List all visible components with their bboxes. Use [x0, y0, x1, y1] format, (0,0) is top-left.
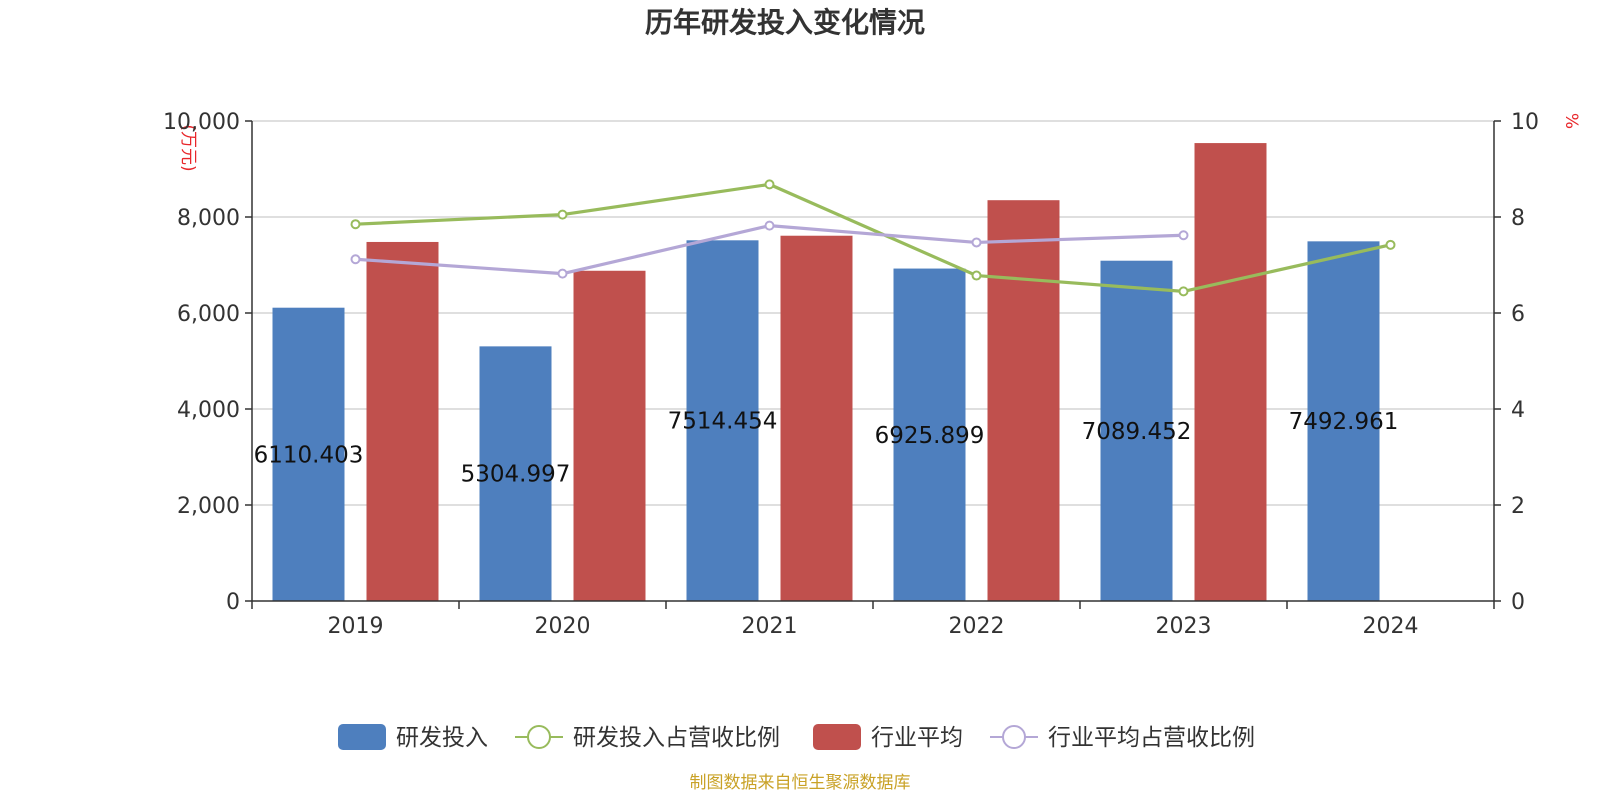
left-axis-tick-label: 6,000	[177, 302, 240, 327]
bar-rd-investment	[479, 346, 552, 601]
x-axis-tick-label: 2020	[535, 614, 591, 639]
legend-item-0[interactable]: 研发投入	[338, 724, 488, 751]
bar-industry-average	[987, 200, 1060, 601]
grid-lines	[252, 120, 1494, 506]
right-axis-tick-label: 0	[1511, 590, 1525, 615]
bar-industry-average	[780, 235, 853, 601]
left-axis-unit: (万元)	[178, 124, 198, 171]
line-point	[1178, 286, 1189, 297]
x-axis-tick-label: 2019	[328, 614, 384, 639]
right-axis-tick-label: 6	[1511, 302, 1525, 327]
chart-title: 历年研发投入变化情况	[645, 6, 925, 39]
line-point	[764, 179, 775, 190]
bar-data-label: 5304.997	[461, 462, 571, 488]
right-axis-tick-label: 8	[1511, 206, 1525, 231]
line-point	[764, 220, 775, 231]
right-axis-tick-label: 10	[1511, 110, 1539, 135]
legend-label: 研发投入占营收比例	[573, 725, 780, 751]
line-point	[971, 237, 982, 248]
x-axis-tick-label: 2023	[1156, 614, 1212, 639]
data-labels: 6110.403 5304.997 7514.454 6925.899 7089.452…	[254, 409, 1399, 488]
line-point	[350, 219, 361, 230]
left-axis-tick-label: 2,000	[177, 494, 240, 519]
bar-rd-investment	[686, 240, 759, 601]
bar-industry-average	[573, 270, 646, 601]
bar-rd-investment	[272, 307, 345, 601]
line-point	[557, 209, 568, 220]
lines	[350, 179, 1396, 297]
left-axis-tick-label: 10,000	[163, 110, 240, 135]
right-axis-tick-label: 4	[1511, 398, 1525, 423]
legend[interactable]: 研发投入 研发投入占营收比例 行业平均 行业平均占营收比例	[338, 724, 1255, 751]
axes: 0 2,000 4,000 6,000 8,000 10,000 0 2 4 6 8 10 2019 20…	[163, 110, 1539, 639]
bar-rd-investment	[1100, 260, 1173, 601]
line-point	[350, 254, 361, 265]
legend-marker	[1002, 725, 1026, 749]
bar-data-label: 7492.961	[1289, 409, 1399, 435]
legend-item-1[interactable]: 研发投入占营收比例	[515, 725, 780, 751]
legend-marker	[527, 725, 551, 749]
right-axis-unit: %	[1561, 113, 1581, 129]
line-series-0	[355, 182, 1391, 293]
legend-label: 行业平均占营收比例	[1048, 725, 1255, 751]
right-axis-tick-label: 2	[1511, 494, 1525, 519]
bar-data-label: 7089.452	[1082, 419, 1192, 445]
bar-rd-investment	[1307, 241, 1380, 601]
bar-data-label: 7514.454	[668, 409, 778, 435]
line-point	[1385, 239, 1396, 250]
line-point	[557, 268, 568, 279]
bar-data-label: 6110.403	[254, 442, 364, 468]
source-note: 制图数据来自恒生聚源数据库	[690, 773, 911, 793]
line-point	[1178, 230, 1189, 241]
legend-item-3[interactable]: 行业平均占营收比例	[990, 725, 1255, 751]
bar-industry-average	[1194, 143, 1267, 601]
bar-industry-average	[366, 241, 439, 601]
left-axis-tick-label: 8,000	[177, 206, 240, 231]
line-point	[971, 270, 982, 281]
left-axis-tick-label: 0	[226, 590, 240, 615]
legend-label: 行业平均	[871, 725, 963, 751]
legend-item-2[interactable]: 行业平均	[813, 724, 963, 751]
x-axis-tick-label: 2024	[1363, 614, 1419, 639]
bar-rd-investment	[893, 268, 966, 601]
x-axis-tick-label: 2021	[742, 614, 798, 639]
bar-data-label: 6925.899	[875, 423, 985, 449]
bars	[272, 143, 1380, 601]
legend-bar-swatch	[813, 724, 861, 750]
x-axis-tick-label: 2022	[949, 614, 1005, 639]
left-axis-tick-label: 4,000	[177, 398, 240, 423]
legend-bar-swatch	[338, 724, 386, 750]
legend-label: 研发投入	[396, 725, 488, 751]
